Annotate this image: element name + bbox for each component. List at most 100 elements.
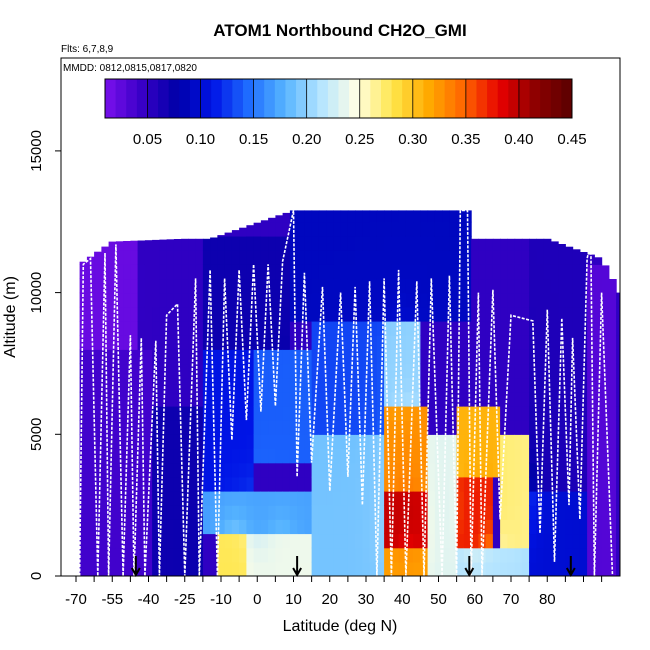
heatmap-cell: [297, 434, 305, 450]
colorbar-tick-label: 0.05: [133, 131, 162, 148]
heatmap-cell: [492, 434, 501, 450]
heatmap-cell: [543, 505, 552, 520]
heatmap-cell: [420, 306, 429, 322]
heatmap-cell: [434, 420, 443, 435]
heatmap-cell: [442, 420, 450, 435]
heatmap-cell: [601, 491, 610, 506]
heatmap-cell: [246, 434, 255, 450]
heatmap-cell: [318, 505, 327, 520]
colorbar-tick-label: 0.40: [504, 131, 533, 148]
heatmap-cell: [340, 349, 349, 365]
heatmap-cell: [362, 306, 371, 322]
heatmap-cell: [130, 519, 139, 535]
heatmap-cell: [108, 533, 117, 549]
heatmap-cell: [159, 462, 168, 478]
heatmap-cell: [362, 363, 371, 379]
heatmap-cell: [289, 533, 298, 549]
heatmap-cell: [543, 264, 552, 280]
heatmap-cell: [333, 306, 342, 322]
heatmap-cell: [413, 363, 421, 379]
heatmap-cell: [101, 476, 110, 492]
heatmap-cell: [362, 235, 371, 251]
heatmap-cell: [282, 462, 291, 478]
heatmap-cell: [420, 235, 429, 251]
heatmap-cell: [101, 391, 110, 407]
heatmap-cell: [362, 420, 371, 435]
heatmap-cell: [260, 434, 269, 450]
heatmap-cell: [304, 519, 313, 535]
heatmap-cell: [130, 533, 139, 549]
heatmap-cell: [594, 462, 603, 478]
heatmap-cell: [449, 363, 458, 379]
heatmap-cell: [608, 547, 617, 563]
heatmap-cell: [398, 448, 407, 464]
heatmap-cell: [478, 278, 487, 294]
heatmap-cell: [340, 547, 349, 563]
heatmap-cell: [159, 278, 168, 294]
heatmap-cell: [289, 391, 298, 407]
heatmap-cell: [94, 264, 102, 280]
heatmap-cell: [144, 292, 153, 308]
heatmap-cell: [202, 448, 211, 464]
heatmap-cell: [449, 448, 458, 464]
heatmap-cell: [376, 221, 385, 237]
heatmap-cell: [449, 335, 458, 350]
heatmap-cell: [173, 363, 182, 379]
heatmap-cell: [550, 250, 559, 265]
heatmap-cell: [572, 363, 581, 379]
heatmap-cell: [123, 377, 131, 393]
heatmap-cell: [608, 349, 617, 365]
heatmap-cell: [492, 363, 501, 379]
heatmap-cell: [152, 476, 160, 492]
heatmap-cell: [326, 491, 334, 506]
heatmap-cell: [115, 278, 124, 294]
heatmap-cell: [173, 462, 182, 478]
heatmap-cell: [594, 264, 603, 280]
heatmap-cell: [115, 491, 124, 506]
heatmap-cell: [326, 278, 334, 294]
heatmap-cell: [159, 533, 168, 549]
heatmap-cell: [144, 505, 153, 520]
heatmap-cell: [529, 391, 537, 407]
heatmap-cell: [188, 519, 197, 535]
heatmap-cell: [376, 292, 385, 308]
heatmap-cell: [108, 306, 117, 322]
heatmap-cell: [529, 377, 537, 393]
heatmap-cell: [521, 391, 530, 407]
heatmap-cell: [572, 349, 581, 365]
heatmap-cell: [202, 238, 211, 251]
heatmap-cell: [260, 221, 269, 237]
heatmap-cell: [115, 363, 124, 379]
heatmap-cell: [231, 377, 240, 393]
heatmap-cell: [478, 264, 487, 280]
heatmap-cell: [101, 420, 110, 435]
heatmap-cell: [282, 349, 291, 365]
heatmap-cell: [579, 320, 588, 336]
heatmap-cell: [463, 335, 472, 350]
heatmap-cell: [239, 519, 247, 535]
heatmap-cell: [507, 420, 516, 435]
heatmap-cell: [601, 561, 610, 576]
heatmap-cell: [550, 462, 559, 478]
heatmap-cell: [616, 505, 620, 520]
colorbar-swatch: [105, 79, 117, 118]
heatmap-cell: [507, 306, 516, 322]
heatmap-cell: [579, 533, 588, 549]
colorbar-swatch: [136, 79, 148, 118]
heatmap-cell: [130, 349, 139, 365]
heatmap-cell: [369, 391, 378, 407]
heatmap-cell: [318, 434, 327, 450]
heatmap-cell: [558, 448, 566, 464]
heatmap-cell: [442, 561, 450, 576]
colorbar-swatch: [359, 79, 371, 118]
heatmap-cell: [442, 250, 450, 265]
heatmap-cell: [181, 377, 189, 393]
heatmap-cell: [427, 462, 436, 478]
heatmap-cell: [616, 462, 620, 478]
heatmap-cell: [123, 406, 131, 421]
heatmap-cell: [326, 320, 334, 336]
heatmap-cell: [231, 476, 240, 492]
heatmap-cell: [275, 349, 284, 365]
heatmap-cell: [217, 278, 226, 294]
heatmap-cell: [101, 533, 110, 549]
